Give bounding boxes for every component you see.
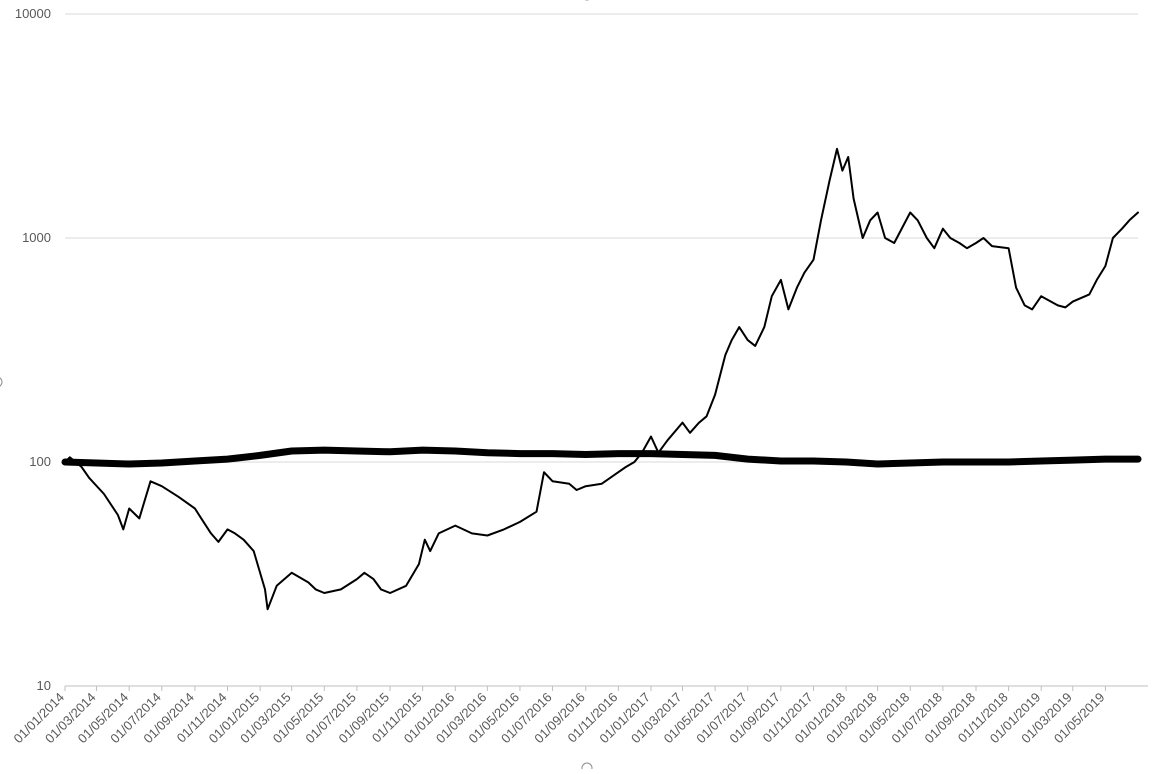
series-line-thick [61,446,1142,468]
y-tick-labels: 10 100 1000 10000 [15,6,51,693]
y-tick-label: 10000 [15,6,51,21]
gridlines [65,13,1138,463]
y-tick-label: 10 [37,678,51,693]
y-tick-label: 1000 [22,230,51,245]
selection-handles [0,0,593,774]
x-tick-labels: 01/01/201401/03/201401/05/201401/07/2014… [10,690,1107,747]
chart-resize-handle-left[interactable] [0,377,3,387]
axes [64,685,1148,691]
y-tick-label: 100 [29,454,51,469]
series-line-thin [64,147,1139,611]
series-lines [61,147,1142,611]
chart-resize-handle-bottom[interactable] [581,762,593,774]
